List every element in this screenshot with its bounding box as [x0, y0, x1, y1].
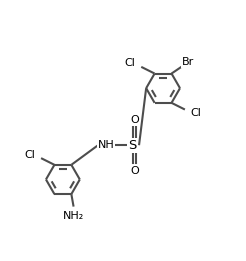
Text: O: O: [130, 115, 139, 125]
Text: NH₂: NH₂: [63, 211, 84, 221]
Text: NH: NH: [98, 140, 114, 150]
Text: S: S: [129, 139, 137, 152]
Text: Cl: Cl: [124, 58, 136, 68]
Text: Cl: Cl: [24, 150, 35, 159]
Text: Cl: Cl: [191, 108, 201, 118]
Text: O: O: [130, 165, 139, 176]
Text: Br: Br: [182, 57, 194, 67]
